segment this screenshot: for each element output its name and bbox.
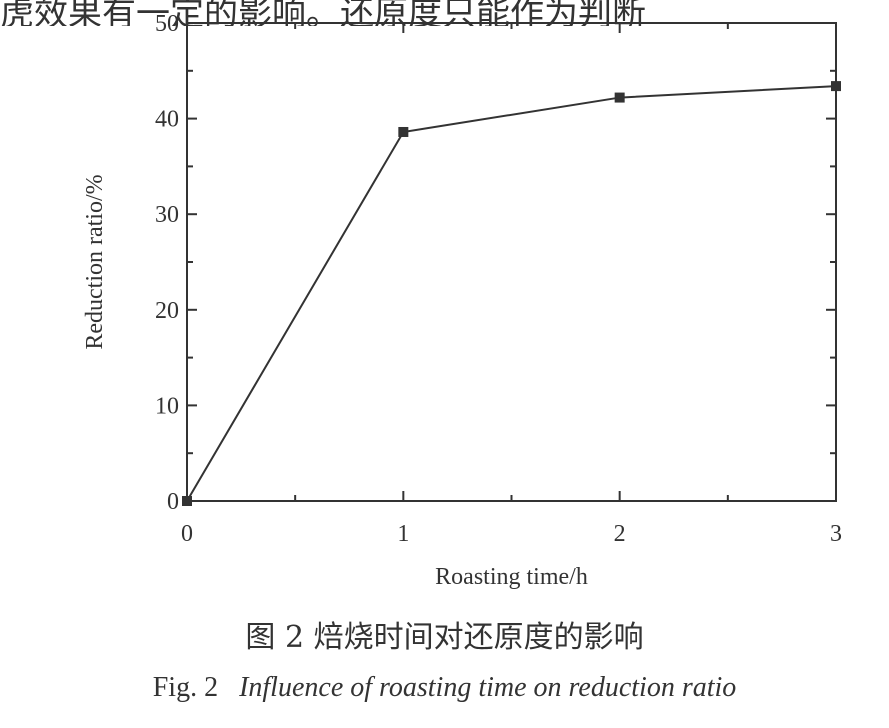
- y-axis-label: Reduction ratio/%: [82, 174, 108, 349]
- figure-number: Fig. 2: [152, 672, 219, 703]
- y-tick-label: 30: [155, 202, 179, 228]
- y-tick-label: 50: [155, 11, 179, 37]
- plot-frame: [186, 22, 837, 502]
- top-text-fragment: 虎效果有一定的影响。还原度只能作为判断: [0, 0, 646, 26]
- figure-caption-chinese: 图 2 焙烧时间对还原度的影响: [245, 620, 644, 655]
- x-tick-label: 2: [614, 521, 626, 547]
- figure-caption-english: Fig. 2 Influence of roasting time on red…: [0, 672, 889, 704]
- x-tick-label: 1: [397, 521, 409, 547]
- data-point: [614, 92, 625, 103]
- y-tick-label: 10: [155, 393, 179, 419]
- figure-title: Influence of roasting time on reduction …: [239, 672, 737, 703]
- data-point: [182, 496, 192, 506]
- data-point: [398, 126, 409, 137]
- y-tick-label: 0: [167, 489, 179, 515]
- data-point: [831, 81, 841, 92]
- y-tick-label: 20: [155, 298, 179, 324]
- x-tick-label: 3: [830, 521, 842, 547]
- series-markers: [182, 81, 841, 506]
- x-tick-label: 0: [181, 521, 193, 547]
- x-axis-label: Roasting time/h: [435, 564, 588, 590]
- axis-ticks: [186, 22, 837, 502]
- series-line: [186, 85, 837, 502]
- y-tick-label: 40: [155, 107, 179, 133]
